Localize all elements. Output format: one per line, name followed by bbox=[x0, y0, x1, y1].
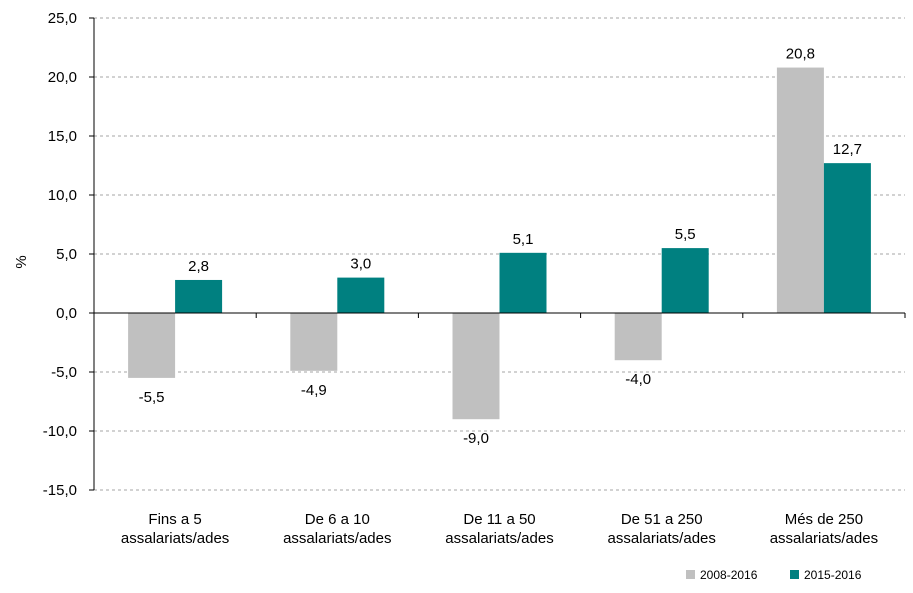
data-label: 20,8 bbox=[786, 46, 815, 63]
bar-2008-2016 bbox=[614, 313, 662, 361]
data-label: 12,7 bbox=[833, 141, 862, 158]
bar-2015-2016 bbox=[823, 163, 871, 313]
y-tick-label: 20,0 bbox=[48, 69, 77, 86]
legend: 2008-2016 2015-2016 bbox=[686, 568, 862, 582]
bar-2015-2016 bbox=[499, 252, 547, 313]
category-label: Fins a 5 bbox=[148, 511, 201, 528]
y-tick-label: -15,0 bbox=[43, 482, 77, 499]
y-tick-label: 10,0 bbox=[48, 187, 77, 204]
bar-2015-2016 bbox=[337, 277, 385, 313]
category-label: De 51 a 250 bbox=[621, 511, 703, 528]
bar-2015-2016 bbox=[661, 248, 709, 313]
legend-label: 2008-2016 bbox=[700, 568, 758, 582]
data-label: 3,0 bbox=[350, 256, 371, 273]
bar-2008-2016 bbox=[452, 313, 500, 420]
data-label: -4,9 bbox=[301, 382, 327, 399]
bars bbox=[128, 67, 871, 420]
data-label: 2,8 bbox=[188, 258, 209, 275]
y-tick-label: -5,0 bbox=[51, 364, 77, 381]
data-labels: -5,5 2,8 -4,9 3,0 -9,0 5,1 -4,0 5,5 20,8 12,7 bbox=[139, 46, 862, 448]
y-axis-title: % bbox=[13, 255, 30, 268]
category-label: assalariats/ades bbox=[445, 530, 553, 547]
y-tick-label: 5,0 bbox=[56, 246, 77, 263]
category-label: De 11 a 50 bbox=[463, 511, 535, 528]
category-label: assalariats/ades bbox=[283, 530, 391, 547]
legend-label: 2015-2016 bbox=[804, 568, 862, 582]
x-axis: Fins a 5 assalariats/ades De 6 a 10 assalar… bbox=[93, 312, 906, 547]
category-label: assalariats/ades bbox=[770, 530, 878, 547]
category-label: assalariats/ades bbox=[607, 530, 715, 547]
category-label: De 6 a 10 bbox=[305, 511, 370, 528]
data-label: 5,1 bbox=[513, 231, 534, 248]
y-tick-label: -10,0 bbox=[43, 423, 77, 440]
bar-2008-2016 bbox=[128, 313, 176, 378]
data-label: 5,5 bbox=[675, 226, 696, 243]
y-axis: 25,0 20,0 15,0 10,0 5,0 0,0 -5,0 -10,0 -15,0 bbox=[43, 10, 95, 499]
category-label: Més de 250 bbox=[785, 511, 863, 528]
y-tick-label: 25,0 bbox=[48, 10, 77, 27]
data-label: -9,0 bbox=[463, 430, 489, 447]
category-label: assalariats/ades bbox=[121, 530, 229, 547]
y-tick-label: 15,0 bbox=[48, 128, 77, 145]
data-label: -4,0 bbox=[625, 371, 651, 388]
legend-swatch bbox=[686, 570, 695, 579]
legend-swatch bbox=[790, 570, 799, 579]
data-label: -5,5 bbox=[139, 389, 165, 406]
bar-2015-2016 bbox=[175, 279, 223, 313]
bar-2008-2016 bbox=[776, 67, 824, 313]
y-tick-label: 0,0 bbox=[56, 305, 77, 322]
bar-2008-2016 bbox=[290, 313, 338, 371]
